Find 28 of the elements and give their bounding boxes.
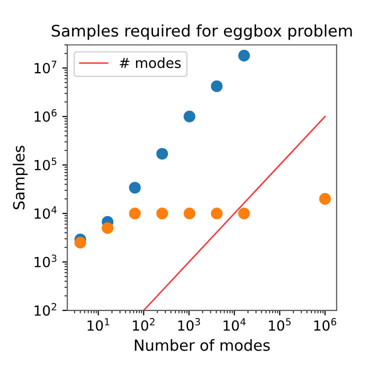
- point: [238, 50, 250, 62]
- point: [210, 208, 223, 220]
- chart-title: Samples required for eggbox problem: [52, 24, 352, 40]
- point: [156, 148, 168, 160]
- x-tick-label: 10$^{6}$: [314, 318, 336, 331]
- y-axis-title: Samples: [12, 146, 28, 210]
- y-tick-label: 10$^{5}$: [34, 158, 56, 170]
- point: [156, 208, 168, 220]
- point: [102, 222, 114, 234]
- y-tick-label: 10$^{4}$: [34, 206, 57, 219]
- point: [129, 182, 141, 194]
- x-tick-label: 10$^{5}$: [268, 318, 291, 331]
- point: [129, 208, 141, 220]
- x-axis-title: Number of modes: [134, 339, 270, 351]
- point: [184, 208, 196, 220]
- x-tick-label: 10$^{4}$: [224, 318, 246, 331]
- y-tick-label: 10$^{6}$: [34, 109, 57, 122]
- point: [210, 80, 223, 92]
- x-tick-label: 10$^{2}$: [132, 318, 154, 331]
- point: [238, 208, 250, 220]
- point: [74, 236, 86, 248]
- y-tick-label: 10$^{7}$: [34, 60, 56, 74]
- point: [184, 110, 196, 122]
- x-tick-label: 10$^{3}$: [178, 318, 200, 331]
- y-tick-label: 10$^{2}$: [34, 303, 56, 316]
- x-tick-label: 10$^{1}$: [88, 318, 110, 331]
- y-tick-label: 10$^{3}$: [34, 254, 56, 268]
- legend-label: # modes: [120, 57, 181, 68]
